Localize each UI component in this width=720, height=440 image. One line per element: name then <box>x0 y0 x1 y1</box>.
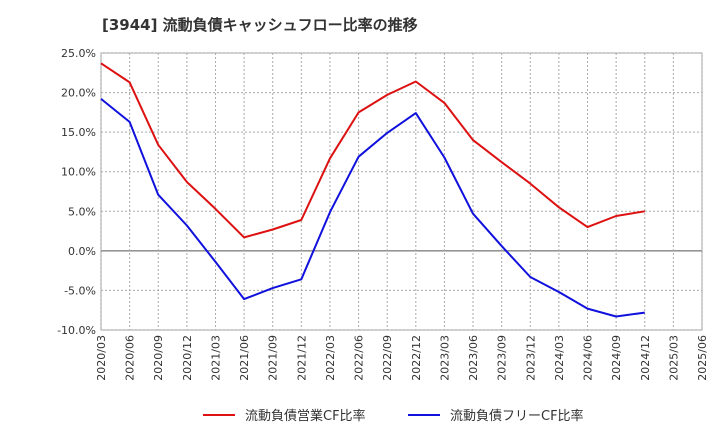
y-tick-label: 0.0% <box>68 245 96 258</box>
y-tick-label: 20.0% <box>61 87 96 100</box>
x-tick-label: 2020/09 <box>152 335 165 381</box>
y-tick-label: -5.0% <box>64 284 96 297</box>
y-tick-label: -10.0% <box>57 324 96 337</box>
chart-title: [3944] 流動負債キャッシュフロー比率の推移 <box>102 16 418 34</box>
x-tick-label: 2023/06 <box>467 335 480 381</box>
x-tick-label: 2020/12 <box>181 335 194 381</box>
legend: 流動負債営業CF比率 流動負債フリーCF比率 <box>203 408 584 424</box>
x-tick-label: 2021/03 <box>209 335 222 381</box>
y-axis-ticks: 25.0% 20.0% 15.0% 10.0% 5.0% 0.0% -5.0% -10.0% <box>57 47 96 337</box>
x-tick-label: 2020/06 <box>124 335 137 381</box>
y-tick-label: 25.0% <box>61 47 96 60</box>
y-tick-label: 15.0% <box>61 126 96 139</box>
x-tick-label: 2022/09 <box>381 335 394 381</box>
x-tick-label: 2023/03 <box>438 335 451 381</box>
x-tick-label: 2024/03 <box>553 335 566 381</box>
x-tick-label: 2021/09 <box>267 335 280 381</box>
legend-label-2: 流動負債フリーCF比率 <box>450 408 584 424</box>
x-axis-ticks: 2020/03 2020/06 2020/09 2020/12 2021/03 2021/… <box>95 335 709 381</box>
x-tick-label: 2023/12 <box>524 335 537 381</box>
x-tick-label: 2024/12 <box>639 335 652 381</box>
y-tick-label: 10.0% <box>61 166 96 179</box>
x-tick-label: 2023/09 <box>496 335 509 381</box>
plot-frame <box>100 52 703 331</box>
x-tick-label: 2024/09 <box>610 335 623 381</box>
x-tick-label: 2022/03 <box>324 335 337 381</box>
x-tick-label: 2020/03 <box>95 335 108 381</box>
series-line-2 <box>100 98 645 318</box>
x-tick-label: 2021/06 <box>238 335 251 381</box>
series-line-1 <box>100 62 645 239</box>
x-tick-label: 2025/03 <box>667 335 680 381</box>
x-tick-label: 2022/12 <box>410 335 423 381</box>
x-tick-label: 2022/06 <box>353 335 366 381</box>
x-tick-label: 2024/06 <box>582 335 595 381</box>
legend-label-1: 流動負債営業CF比率 <box>245 408 366 424</box>
x-tick-label: 2025/06 <box>696 335 709 381</box>
series-lines <box>100 62 645 318</box>
x-tick-label: 2021/12 <box>295 335 308 381</box>
y-tick-label: 5.0% <box>68 205 96 218</box>
grid-lines <box>100 52 703 331</box>
